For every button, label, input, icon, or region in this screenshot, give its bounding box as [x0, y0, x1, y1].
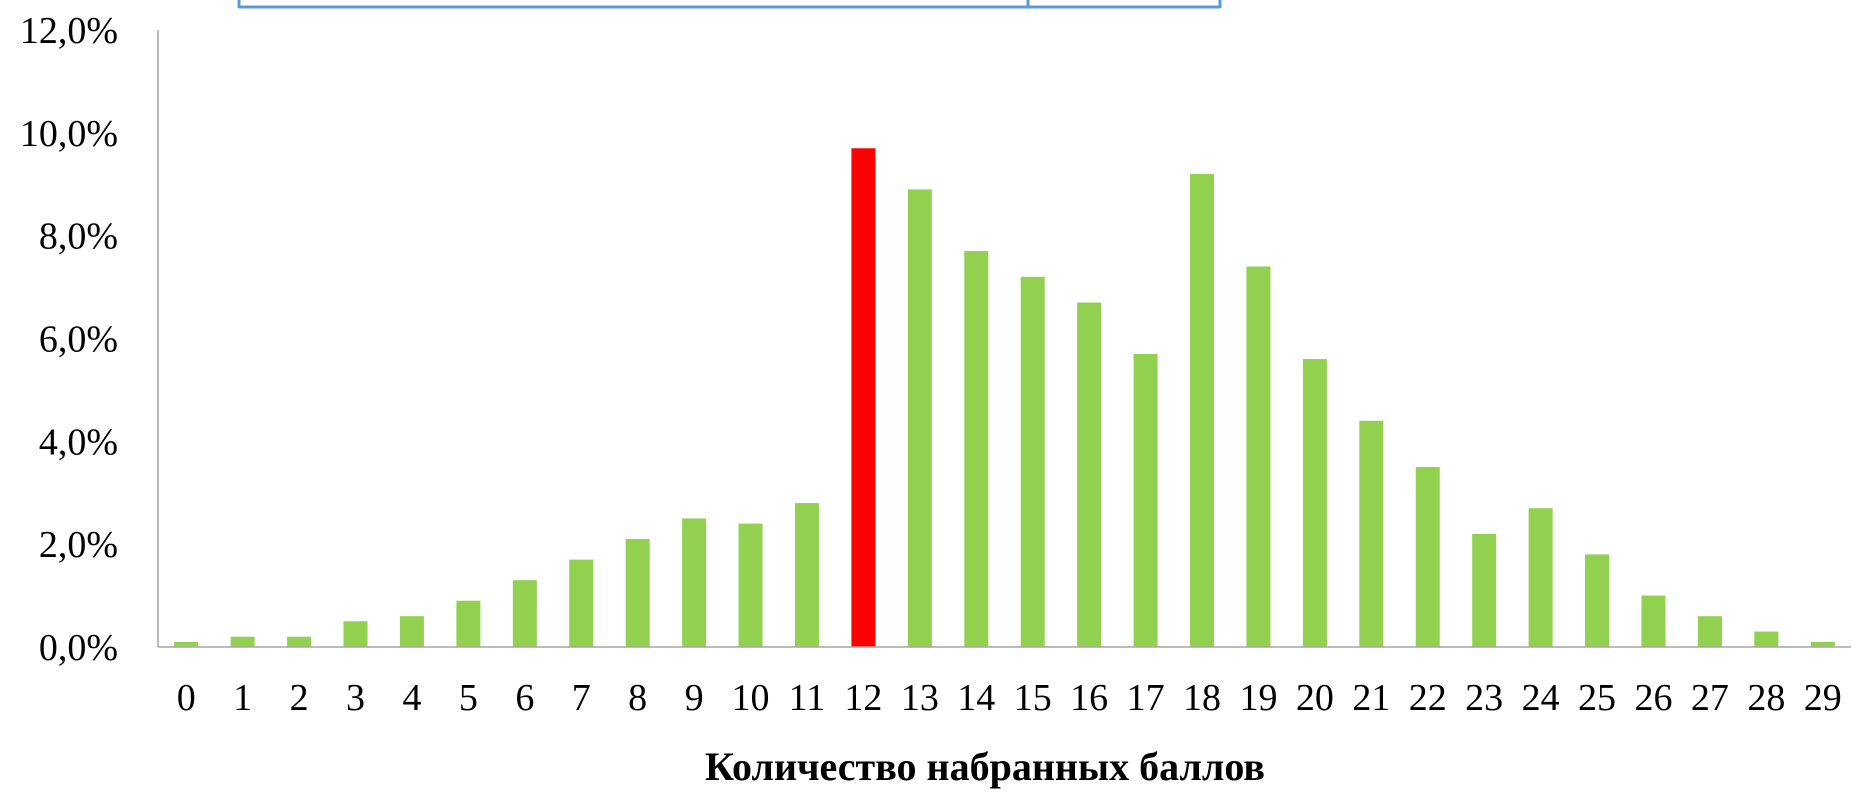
bar	[230, 636, 255, 647]
bar-highlight	[851, 148, 876, 647]
x-axis: 0 1 2 3 4 5 6 7 8 9 10 11 12 13 14 15 16 17 18 19 20 21 22 23 24…	[158, 646, 1851, 719]
x-tick-label: 0	[177, 677, 196, 719]
top-box	[237, 0, 1222, 9]
bar	[625, 539, 650, 647]
bar	[1020, 276, 1045, 647]
x-tick-label: 25	[1578, 677, 1616, 719]
bar	[343, 621, 368, 647]
y-tick-label: 2,0%	[39, 524, 118, 566]
bar	[1641, 595, 1666, 647]
x-tick-label: 27	[1691, 677, 1729, 719]
y-tick-label: 0,0%	[39, 627, 118, 669]
x-tick-label: 26	[1634, 677, 1672, 719]
x-tick-label: 11	[789, 677, 826, 719]
y-tick-label: 12,0%	[20, 10, 118, 52]
x-tick-label: 4	[402, 677, 421, 719]
bars	[174, 148, 1835, 647]
bar	[287, 636, 312, 647]
x-tick-label: 8	[628, 677, 647, 719]
bar	[456, 600, 481, 647]
x-tick-label: 29	[1804, 677, 1842, 719]
x-tick-label: 24	[1522, 677, 1560, 719]
bar	[1359, 420, 1384, 647]
x-tick-label: 21	[1352, 677, 1390, 719]
y-tick-label: 6,0%	[39, 319, 118, 361]
bar	[1415, 467, 1440, 647]
bar	[512, 580, 537, 647]
bar	[1133, 353, 1158, 647]
x-tick-label: 15	[1014, 677, 1052, 719]
bar	[682, 518, 707, 647]
bar	[1585, 554, 1610, 647]
x-tick-label: 12	[844, 677, 882, 719]
bar	[1077, 302, 1102, 647]
y-tick-label: 4,0%	[39, 421, 118, 463]
x-tick-label: 3	[346, 677, 365, 719]
x-tick-label: 6	[515, 677, 534, 719]
bar	[738, 523, 763, 647]
bar	[1190, 173, 1215, 647]
bar	[174, 641, 199, 647]
bar	[1302, 359, 1327, 647]
x-tick-label: 9	[685, 677, 704, 719]
bar	[1472, 533, 1497, 647]
y-axis: 0,0% 2,0% 4,0% 6,0% 8,0% 10,0% 12,0%	[20, 10, 159, 669]
bar	[964, 251, 989, 647]
x-tick-label: 28	[1747, 677, 1785, 719]
x-tick-label: 14	[957, 677, 995, 719]
x-tick-label: 22	[1409, 677, 1447, 719]
x-tick-label: 20	[1296, 677, 1334, 719]
x-tick-label: 10	[732, 677, 770, 719]
x-tick-label: 13	[901, 677, 939, 719]
bar	[1528, 508, 1553, 647]
y-tick-label: 8,0%	[39, 216, 118, 258]
x-tick-label: 16	[1070, 677, 1108, 719]
bar	[1697, 616, 1722, 647]
x-tick-label: 7	[572, 677, 591, 719]
bar	[399, 616, 424, 647]
bar	[569, 559, 594, 647]
bar	[1246, 266, 1271, 647]
x-axis-label: Количество набранных баллов	[705, 744, 1265, 789]
x-tick-label: 1	[233, 677, 252, 719]
bar	[1754, 631, 1779, 647]
x-tick-label: 17	[1127, 677, 1165, 719]
x-tick-label: 2	[290, 677, 309, 719]
x-tick-label: 23	[1465, 677, 1503, 719]
x-tick-label: 18	[1183, 677, 1221, 719]
bar	[794, 503, 819, 647]
x-tick-label: 19	[1239, 677, 1277, 719]
bar	[1810, 641, 1835, 647]
x-tick-label: 5	[459, 677, 478, 719]
bar	[907, 189, 932, 647]
y-tick-label: 10,0%	[20, 113, 118, 155]
